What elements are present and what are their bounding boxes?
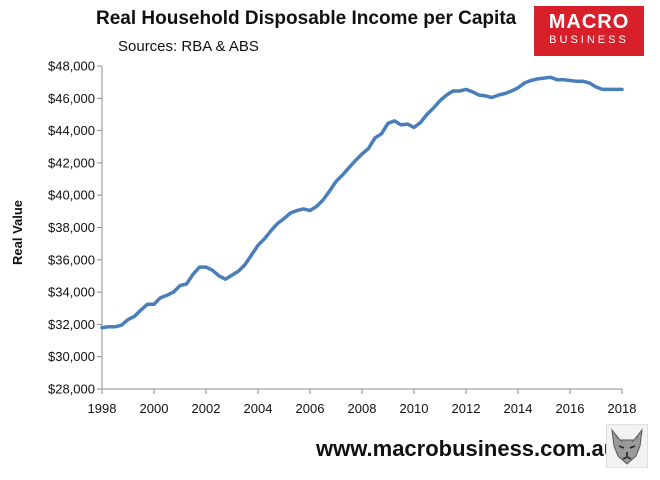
website-url[interactable]: www.macrobusiness.com.au: [316, 436, 618, 461]
y-tick-label: $34,000: [48, 285, 95, 300]
logo-line-2: BUSINESS: [549, 34, 629, 46]
y-tick-label: $28,000: [48, 382, 95, 397]
wolf-logo-icon: [606, 424, 648, 468]
x-tick-label: 2016: [556, 401, 585, 416]
y-tick-label: $44,000: [48, 123, 95, 138]
line-chart: $28,000 $30,000 $32,000 $34,000 $36,000 $38,0…: [48, 59, 637, 417]
x-axis-ticks: 1998 2000 2002 2004 2006 2008 2010 2012 2014 2016…: [88, 389, 637, 416]
x-tick-label: 2000: [140, 401, 169, 416]
series-line: [100, 75, 624, 330]
x-tick-label: 2018: [608, 401, 637, 416]
logo-line-1: MACRO: [548, 11, 630, 33]
chart-axes: [101, 66, 622, 390]
y-tick-label: $40,000: [48, 188, 95, 203]
y-axis-ticks: $28,000 $30,000 $32,000 $34,000 $36,000 $38,0…: [48, 59, 102, 397]
x-tick-label: 2004: [244, 401, 273, 416]
x-tick-label: 1998: [88, 401, 117, 416]
y-tick-label: $36,000: [48, 252, 95, 267]
x-tick-label: 2010: [400, 401, 429, 416]
x-tick-label: 2008: [348, 401, 377, 416]
macrobusiness-logo: MACRO BUSINESS: [534, 6, 644, 56]
x-tick-label: 2002: [192, 401, 221, 416]
y-tick-label: $38,000: [48, 220, 95, 235]
y-tick-label: $46,000: [48, 91, 95, 106]
x-tick-label: 2014: [504, 401, 533, 416]
chart-subtitle: Sources: RBA & ABS: [118, 38, 259, 55]
plot-area: [100, 75, 624, 330]
y-tick-label: $42,000: [48, 155, 95, 170]
y-tick-label: $32,000: [48, 317, 95, 332]
x-tick-label: 2006: [296, 401, 325, 416]
y-tick-label: $30,000: [48, 349, 95, 364]
chart-title: Real Household Disposable Income per Cap…: [96, 8, 517, 29]
y-tick-label: $48,000: [48, 59, 95, 74]
x-tick-label: 2012: [452, 401, 481, 416]
